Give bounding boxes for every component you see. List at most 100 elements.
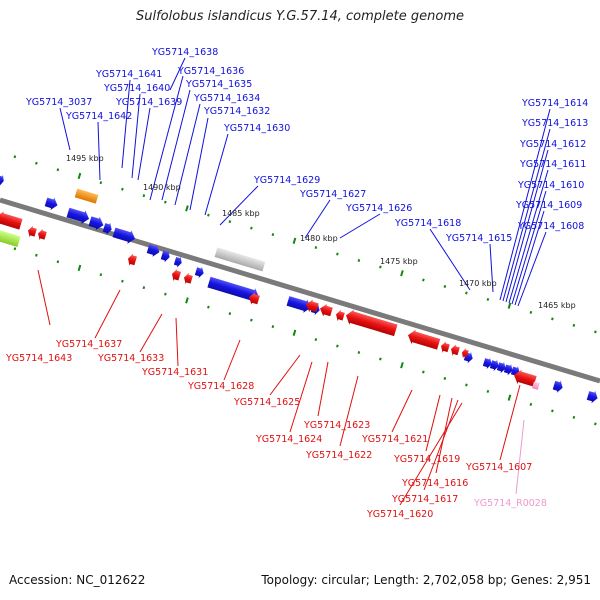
scale-tick — [35, 253, 38, 257]
gene-label: YG5714_1627 — [299, 189, 366, 200]
gene-label: YG5714_1631 — [141, 367, 208, 378]
gene-arrow — [0, 174, 4, 187]
scale-tick — [357, 259, 361, 263]
scale-tick — [121, 187, 124, 191]
leader-line — [289, 361, 313, 433]
leader-line — [37, 269, 51, 326]
leader-line — [425, 394, 441, 452]
gene-label: YG5714_1614 — [521, 98, 588, 109]
gene-box — [214, 247, 266, 272]
scale-tick — [465, 383, 468, 387]
gene-arrow — [305, 299, 319, 313]
scale-tick — [507, 394, 512, 401]
leader-line — [515, 419, 525, 495]
backbone — [0, 197, 600, 384]
gene-label: YG5714_1613 — [521, 118, 588, 129]
gene-label: YG5714_1642 — [65, 111, 132, 122]
leader-line — [391, 389, 413, 433]
gene-arrow — [160, 249, 170, 263]
scale-tick — [443, 376, 447, 380]
scale-label: 1475 kbp — [380, 257, 418, 266]
backbone-line — [0, 197, 600, 384]
gene-arrow — [27, 225, 37, 238]
leader-line — [121, 79, 131, 169]
gene-label: YG5714_1623 — [303, 420, 370, 431]
leader-line — [517, 231, 547, 307]
gene-arrow — [552, 380, 563, 393]
scale-label: 1480 kbp — [300, 234, 338, 243]
map-title: Sulfolobus islandicus Y.G.57.14, complet… — [136, 9, 464, 24]
leader-line — [223, 339, 241, 381]
gene-label: YG5714_1621 — [361, 434, 428, 445]
gene-label: YG5714_1633 — [97, 353, 164, 364]
gene-label: YG5714_1617 — [391, 494, 458, 505]
gene-label: YG5714_1640 — [103, 83, 170, 94]
leader-line — [339, 375, 359, 447]
scale-tick — [572, 415, 576, 419]
scale-tick — [357, 351, 361, 355]
gene-arrow — [207, 276, 259, 303]
gene-label: YG5714_1609 — [515, 200, 582, 211]
scale-tick — [185, 205, 189, 212]
rna-box — [531, 381, 540, 390]
scale-tick — [529, 310, 533, 314]
leader-line — [339, 213, 381, 239]
scale-tick — [13, 155, 17, 159]
scale-tick — [336, 252, 339, 256]
gene-label: YG5714_1635 — [185, 79, 252, 90]
gene-arrow — [461, 347, 469, 359]
gene-arrow — [112, 227, 136, 244]
gene-labels: YG5714_1638 YG5714_1641 YG5714_1636 YG5714_… — [5, 47, 588, 520]
scale-tick — [314, 338, 318, 342]
scale-tick — [228, 312, 232, 316]
scale-tick — [77, 172, 82, 180]
gene-label: YG5714_1620 — [366, 509, 433, 520]
scale-tick — [529, 402, 533, 406]
leader-line — [94, 289, 121, 339]
leader-line — [435, 397, 453, 474]
scale-tick — [164, 292, 167, 296]
scale-label: 1470 kbp — [459, 279, 497, 288]
gene-label: YG5714_1618 — [394, 218, 461, 229]
scale-tick — [185, 297, 189, 304]
leader-line — [149, 75, 184, 201]
gene-label: YG5714_1619 — [393, 454, 460, 465]
scale-labels: 1495 kbp 1490 kbp 1485 kbp 1480 kbp 1475 kbp… — [66, 154, 576, 310]
gene-label: YG5714_1626 — [345, 203, 412, 214]
leader-line — [137, 107, 151, 181]
scale-tick — [35, 161, 38, 165]
gene-arrow — [194, 266, 204, 279]
gene-arrow — [407, 329, 441, 350]
scale-tick — [142, 194, 146, 198]
leader-line — [489, 243, 494, 293]
scale-tick — [551, 409, 554, 413]
scale-tick — [465, 291, 468, 295]
scale-tick — [507, 302, 512, 309]
scale-label: 1465 kbp — [538, 301, 576, 310]
gene-features — [0, 174, 598, 404]
gene-label: YG5714_1638 — [151, 47, 218, 58]
gene-label: YG5714_1628 — [187, 381, 254, 392]
scale-tick — [207, 305, 210, 309]
gene-label: YG5714_1634 — [193, 93, 260, 104]
scale-label: 1485 kbp — [222, 209, 260, 218]
gene-label: YG5714_1622 — [305, 450, 372, 461]
scale-tick — [13, 247, 17, 251]
leader-line — [317, 361, 329, 417]
gene-label: YG5714_1607 — [465, 462, 532, 473]
scale-tick — [422, 278, 425, 282]
scale-tick — [551, 317, 554, 321]
leader-line — [304, 199, 331, 239]
gene-arrow — [320, 303, 333, 317]
gene-label: YG5714_1624 — [255, 434, 322, 445]
scale-tick — [56, 168, 60, 172]
scale-tick — [99, 181, 103, 185]
gene-arrow — [171, 268, 181, 282]
leader-line — [139, 313, 163, 353]
gene-label: YG5714_1637 — [55, 339, 122, 350]
scale-tick — [400, 270, 404, 277]
gene-arrow — [183, 272, 193, 285]
scale-tick — [572, 323, 576, 327]
scale-tick — [379, 265, 382, 269]
